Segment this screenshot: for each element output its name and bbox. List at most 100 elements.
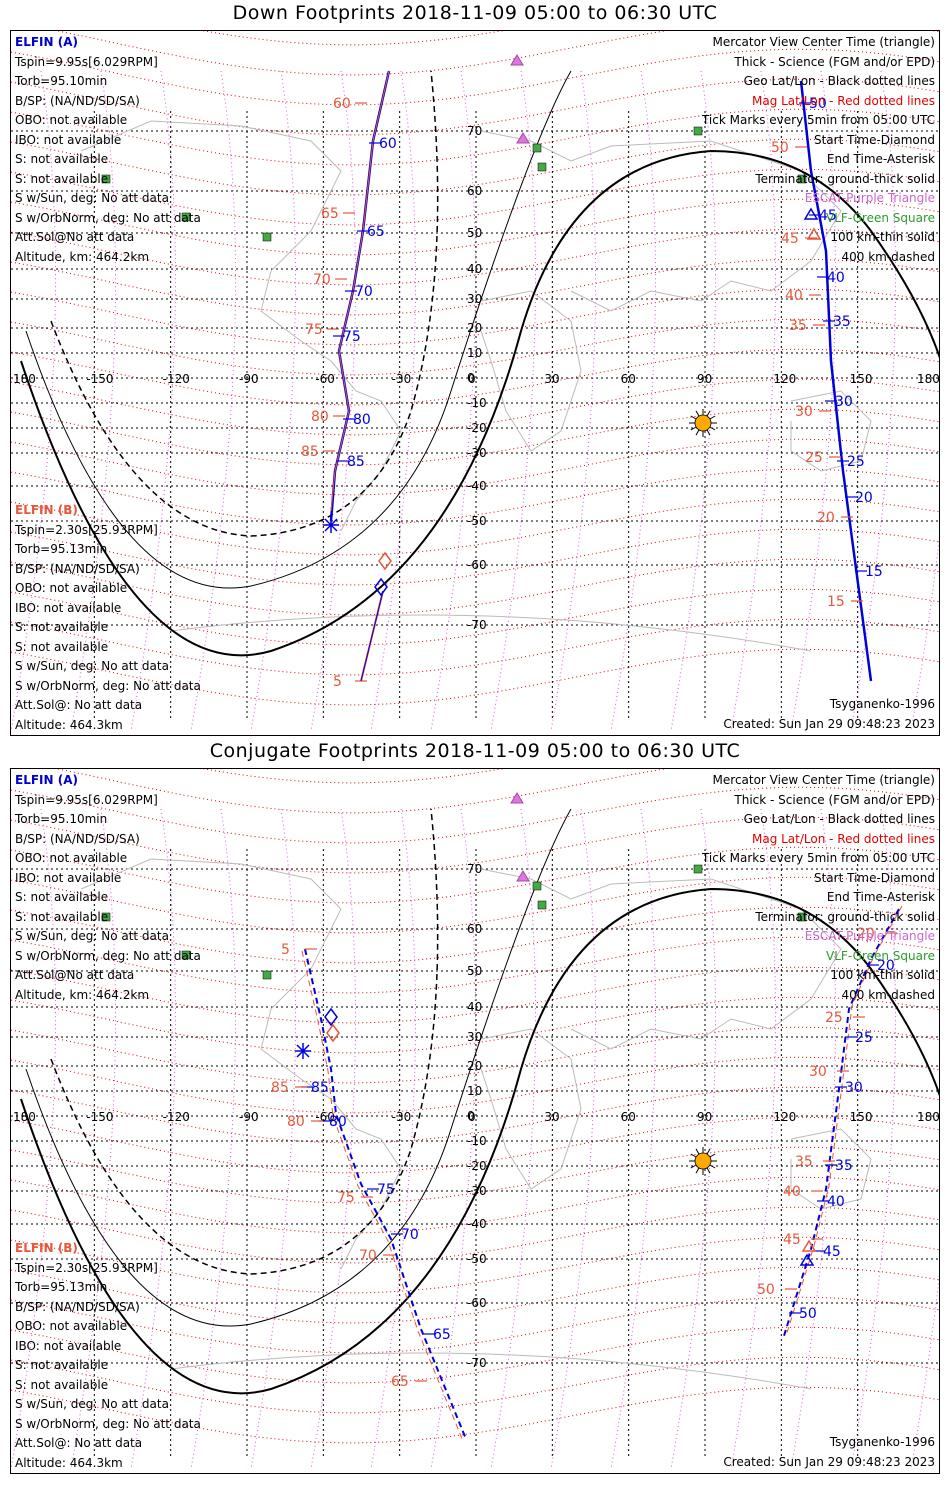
vlf-square-icon [537,162,547,172]
legend-item: VLF-Green Square [826,210,935,225]
lon-label: 0 [468,372,476,386]
tick-label: 80 [329,1114,347,1130]
info-line: Att.Sol@: No att data [15,698,143,712]
elfin-b-label: ELFIN (B) [15,1241,78,1255]
model-label: Tsyganenko-1996 [829,697,935,711]
legend-item: Mag Lat/Lon - Red dotted lines [751,93,935,108]
legend: Mercator View Center Time (triangle) Thi… [702,771,935,1005]
tick-label: 35 [789,318,807,334]
lat-label: -20 [467,1159,487,1173]
lat-label: -70 [467,618,487,632]
coastlines [80,858,872,1390]
mag-lon-line [910,1274,939,1470]
escat-triangle-icon [516,132,530,144]
info-line: Torb=95.10min [15,812,108,826]
escat-stations [510,54,530,144]
tick-label: 35 [833,314,851,330]
info-line: Torb=95.13min [15,1280,108,1294]
lon-label: -150 [86,1110,113,1124]
info-line: B/SP: (NA/ND/SD/SA) [15,1299,140,1314]
mag-lon-line [490,808,537,1470]
legend-item: 100 km-thin solid [830,968,935,982]
mag-lon-line [790,70,837,732]
legend-item: Start Time-Diamond [813,132,935,147]
elfin-a-track-south [360,590,384,682]
tick-label: 40 [827,1194,845,1210]
legend-item: 400 km-dashed [841,249,935,264]
terminator-400km [50,808,439,1275]
info-line: IBO: not available [15,132,122,147]
mag-lon-line [730,70,777,732]
sun-ray [695,410,700,417]
info-line: Torb=95.13min [15,542,108,556]
tick-label: 50 [799,1306,817,1322]
info-line: Altitude: 464.3km [15,1455,123,1470]
coastline [80,120,342,362]
mag-lon-line [790,808,837,1470]
terminator-100km [25,808,572,1327]
legend-item: Thick - Science (FGM and/or EPD) [734,54,935,69]
legend-item: Mag Lat/Lon - Red dotted lines [751,831,935,846]
elfin-a-label: ELFIN (A) [15,35,78,49]
terminator-ground [20,149,939,657]
info-line: OBO: not available [15,1319,128,1333]
tick-label: 50 [757,1282,775,1298]
info-line: S w/OrbNorm, deg: No att data [15,1416,201,1431]
tick-label: 50 [771,140,789,156]
info-line: OBO: not available [15,581,128,595]
created-timestamp: Created: Sun Jan 29 09:48:23 2023 [723,717,935,731]
view-center-triangle-icon [806,227,822,240]
mag-lon-line [850,808,897,1470]
coastline [170,1352,812,1390]
lat-label: 30 [467,1030,482,1044]
legend-item: Tick Marks every 5min from 05:00 UTC [701,851,935,865]
coastline [170,614,812,652]
lon-label: 180 [917,372,940,386]
lon-label: 0 [468,1110,476,1124]
elfin-a2-track [782,908,900,1340]
info-line: Tspin=2.30s[25.93RPM] [15,1260,158,1275]
vlf-square-icon [532,881,542,891]
down-footprints-panel: Down Footprints 2018-11-09 05:00 to 06:3… [10,2,940,736]
elfin-a-info: ELFIN (A) Tspin=9.95s[6.029RPM] Torb=95.… [15,771,201,1005]
tick-label: 30 [809,1064,827,1080]
lon-label: -150 [86,372,113,386]
mag-lon-line [190,808,237,1470]
vlf-stations [101,126,807,242]
tick-label: 45 [819,208,837,224]
lat-label: -40 [467,479,487,493]
tick-label: 20 [877,958,895,974]
mag-lon-line [250,70,297,732]
tick-label: 85 [311,1080,329,1096]
tick-label: 45 [823,1244,841,1260]
elfin-a2-ticks: 50 45 40 35 30 25 20 15 [799,96,883,580]
info-line: S w/Sun, deg: No att data [15,1397,169,1411]
info-line: IBO: not available [15,600,122,615]
lat-label: 10 [467,1084,482,1098]
sun-disk [694,414,712,432]
tick-label: 75 [343,329,361,345]
legend-item: Terminator: ground-thick solid [755,171,935,186]
lat-label: 30 [467,292,482,306]
legend-item: ESCAT-Purple Triangle [804,191,935,205]
elfin-b-label: ELFIN (B) [15,503,78,517]
info-line: Torb=95.10min [15,74,108,88]
coastline [330,360,402,532]
escat-triangle-icon [516,870,530,882]
tick-label: 70 [355,284,373,300]
tick-label: 15 [865,564,883,580]
view-center-triangle-icon [803,207,819,220]
escat-triangle-icon [510,54,524,66]
mag-lon-line [730,808,777,1470]
lon-label: -30 [392,372,412,386]
tick-label: 70 [313,272,331,288]
sun-ray [695,1167,700,1174]
lon-label: 60 [621,1110,636,1124]
mag-lon-line [70,70,117,732]
info-line: S: not available [15,1358,109,1372]
created-timestamp: Created: Sun Jan 29 09:48:23 2023 [723,1455,935,1469]
asterisk-stroke [296,1044,310,1058]
mag-lon-line [610,808,657,1470]
lon-label: 30 [544,372,559,386]
tick-label: 65 [367,224,385,240]
